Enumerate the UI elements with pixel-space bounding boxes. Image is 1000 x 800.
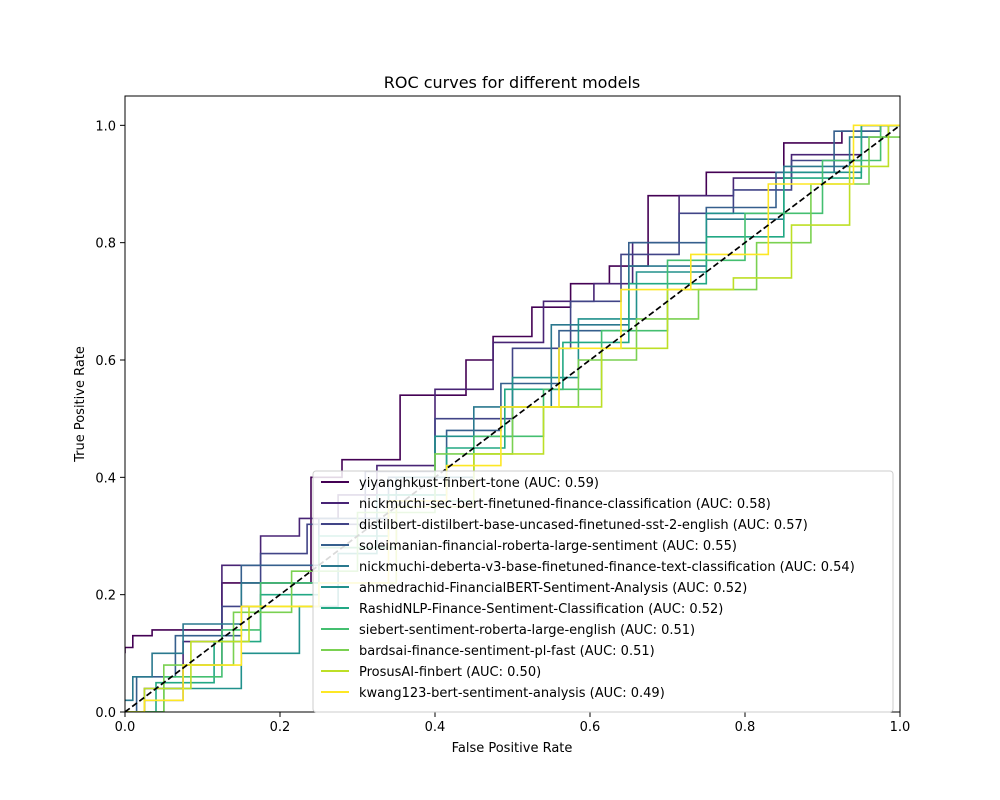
legend-label: RashidNLP-Finance-Sentiment-Classificati… — [359, 602, 723, 617]
legend-box — [312, 470, 894, 713]
y-tick-label: 0.4 — [95, 471, 116, 486]
diagonal-layer — [125, 124, 900, 712]
y-tick-label: 0.6 — [95, 354, 116, 369]
x-tick-label: 0.2 — [270, 720, 291, 735]
x-axis: 0.0 0.2 0.4 0.6 0.8 1.0 — [115, 712, 911, 735]
legend-label: nickmuchi-deberta-v3-base-finetuned-fina… — [359, 560, 855, 575]
chart-title: ROC curves for different models — [384, 73, 641, 92]
y-tick-label: 0.0 — [95, 706, 116, 721]
roc-curve-9 — [125, 124, 900, 712]
legend-label: soleimanian-financial-roberta-large-sent… — [359, 539, 737, 554]
legend-label: distilbert-distilbert-base-uncased-finet… — [359, 518, 808, 533]
y-tick-label: 0.8 — [95, 237, 116, 252]
x-tick-label: 0.6 — [580, 720, 601, 735]
y-tick-label: 1.0 — [95, 119, 116, 134]
legend-label: kwang123-bert-sentiment-analysis (AUC: 0… — [359, 686, 665, 701]
x-tick-label: 0.0 — [115, 720, 136, 735]
legend-label: nickmuchi-sec-bert-finetuned-finance-cla… — [359, 497, 771, 512]
y-tick-label: 0.2 — [95, 589, 116, 604]
legend: yiyanghkust-finbert-tone (AUC: 0.59) nick… — [312, 470, 894, 713]
chance-diagonal-line — [125, 124, 900, 712]
y-axis-label: True Positive Rate — [73, 346, 88, 463]
legend-label: ProsusAI-finbert (AUC: 0.50) — [359, 665, 541, 680]
legend-label: yiyanghkust-finbert-tone (AUC: 0.59) — [359, 476, 599, 491]
x-tick-label: 0.4 — [425, 720, 446, 735]
x-axis-label: False Positive Rate — [452, 741, 573, 756]
y-axis: 0.0 0.2 0.4 0.6 0.8 1.0 — [95, 119, 125, 721]
legend-label: siebert-sentiment-roberta-large-english … — [359, 623, 695, 638]
x-tick-label: 1.0 — [890, 720, 911, 735]
legend-label: ahmedrachid-FinancialBERT-Sentiment-Anal… — [359, 581, 747, 596]
legend-label: bardsai-finance-sentiment-pl-fast (AUC: … — [359, 644, 655, 659]
x-tick-label: 0.8 — [735, 720, 756, 735]
